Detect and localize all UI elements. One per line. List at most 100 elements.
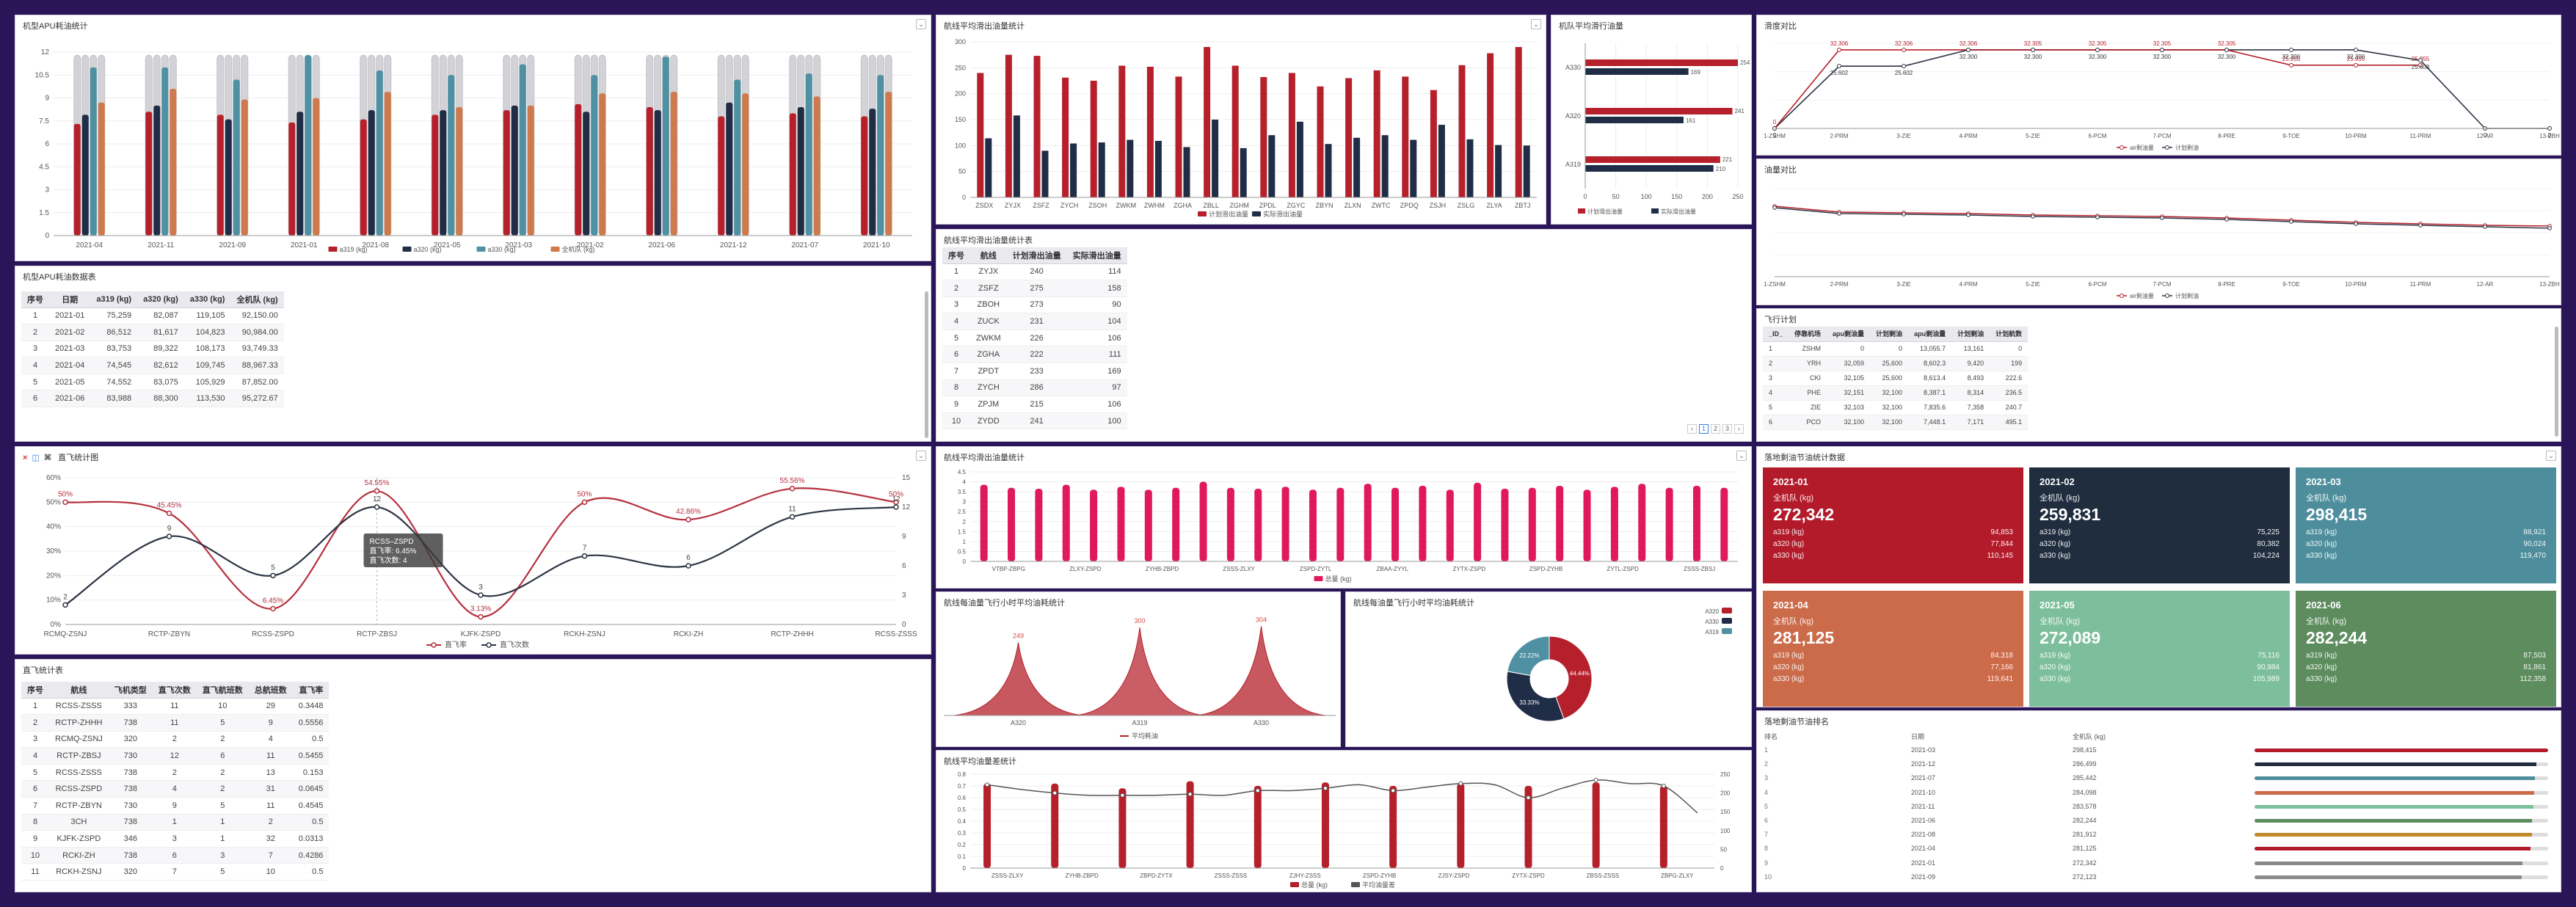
table-row[interactable]: 5 ZIE 32,103 32,100 7,835.6 7,358 240.7 xyxy=(1763,400,2029,415)
column-header[interactable]: apu剩油量 xyxy=(1827,327,1871,342)
table-row[interactable]: 8 ZYCH 286 97 xyxy=(942,379,1127,397)
column-header[interactable]: 序号 xyxy=(942,247,970,264)
panel-menu-button[interactable]: ⌄ xyxy=(916,19,926,29)
column-header[interactable]: 日期 xyxy=(49,291,91,308)
table-row[interactable]: 2 ZSFZ 275 158 xyxy=(942,280,1127,297)
column-header[interactable]: 航线 xyxy=(970,247,1007,264)
column-header[interactable]: 计划剩油 xyxy=(1951,327,1990,342)
rank-number: 10 xyxy=(1764,873,1772,881)
table-row[interactable]: 4 PHE 32,151 32,100 8,387.1 8,314 236.5 xyxy=(1763,385,2029,401)
stat-card[interactable]: 2021-01 全机队 (kg) 272,342 a319 (kg) 94,853 a32… xyxy=(1763,467,2023,583)
table-row[interactable]: 3 CKI 32,105 25,600 8,613.4 8,493 222.6 xyxy=(1763,371,2029,386)
table-row[interactable]: 5 ZWKM 226 106 xyxy=(942,329,1127,347)
stat-card[interactable]: 2021-06 全机队 (kg) 282,244 a319 (kg) 87,503 a32… xyxy=(2296,591,2556,707)
table-scrollbar[interactable] xyxy=(2555,327,2558,437)
column-header[interactable]: 总航班数 xyxy=(248,682,293,699)
table-cell: ZYDD xyxy=(970,412,1007,430)
legend-label: 实际滑出油量 xyxy=(1263,210,1303,218)
table-row[interactable]: 5 2021-05 74,552 83,075 105,929 87,852.00 xyxy=(21,374,284,391)
table-row[interactable]: 2 YRH 32,059 25,600 8,602.3 9,420 199 xyxy=(1763,356,2029,371)
table-row[interactable]: 7 RCTP-ZBYN 730 9 5 11 0.4545 xyxy=(21,797,330,815)
table-row[interactable]: 10 ZYDD 241 100 xyxy=(942,412,1127,430)
table-row[interactable]: 1 ZSHM 0 0 13,055.7 13,161 0 xyxy=(1763,341,2029,357)
table-row[interactable]: 4 RCTP-ZBSJ 730 12 6 11 0.5455 xyxy=(21,747,330,765)
column-header[interactable]: 停靠机场 xyxy=(1789,327,1827,342)
table-row[interactable]: 2 2021-02 86,512 81,617 104,823 90,984.00 xyxy=(21,324,284,341)
column-header[interactable]: 序号 xyxy=(21,291,49,308)
column-header[interactable]: a330 (kg) xyxy=(183,291,231,308)
value-label: 25.955 xyxy=(2347,56,2365,62)
table-row[interactable]: 8 3CH 738 1 1 2 0.5 xyxy=(21,814,330,831)
bar-1 xyxy=(583,112,590,236)
column-header[interactable]: 实际滑出油量 xyxy=(1066,247,1127,264)
table-row[interactable]: 9 KJFK-ZSPD 346 3 1 32 0.0313 xyxy=(21,830,330,848)
panel-menu-button[interactable]: ⌄ xyxy=(1736,451,1747,461)
column-header[interactable]: 直飞率 xyxy=(292,682,330,699)
table-row[interactable]: 9 ZPJM 215 106 xyxy=(942,396,1127,413)
series-line xyxy=(986,779,1698,814)
toolbar-icon[interactable]: × xyxy=(23,454,28,462)
table-row[interactable]: 1 RCSS-ZSSS 333 11 10 29 0.3448 xyxy=(21,698,330,715)
stat-card[interactable]: 2021-03 全机队 (kg) 298,415 a319 (kg) 88,921 a32… xyxy=(2296,467,2556,583)
x-tick-label: 7-PCM xyxy=(2153,281,2172,288)
panel-menu-button[interactable]: ⌄ xyxy=(1531,19,1541,29)
page-button[interactable]: 2 xyxy=(1711,424,1720,434)
table-row[interactable]: 7 ZPDT 233 169 xyxy=(942,363,1127,380)
table-row[interactable]: 1 ZYJX 240 114 xyxy=(942,263,1127,281)
toolbar-icon[interactable]: ⌘ xyxy=(43,454,52,462)
column-header[interactable]: 直飞次数 xyxy=(152,682,197,699)
table-row[interactable]: 6 2021-06 83,988 88,300 113,530 95,272.67 xyxy=(21,390,284,408)
column-header[interactable]: 直飞航班数 xyxy=(196,682,249,699)
column-header[interactable]: apu剩油量 xyxy=(1908,327,1952,342)
x-tick-label: ZSDX xyxy=(975,202,993,209)
table-row[interactable]: 6 PCO 32,100 32,100 7,448.1 7,171 495.1 xyxy=(1763,415,2029,430)
page-button[interactable]: 1 xyxy=(1699,424,1709,434)
table-row[interactable]: 4 2021-04 74,545 82,612 109,745 88,967.33 xyxy=(21,357,284,374)
table-cell: 0.4545 xyxy=(292,797,330,815)
column-header[interactable]: 航线 xyxy=(49,682,109,699)
peak-label: 249 xyxy=(1013,632,1024,639)
rank-header: 排名 xyxy=(1764,733,1778,740)
page-button[interactable]: 3 xyxy=(1722,424,1732,434)
column-header[interactable]: 计划滑出油量 xyxy=(1006,247,1067,264)
toolbar-icon[interactable]: ◫ xyxy=(32,454,40,462)
table-row[interactable]: 11 RCKH-ZSNJ 320 7 5 10 0.5 xyxy=(21,863,330,881)
table-cell: 6 xyxy=(942,346,970,364)
bar-2 xyxy=(734,79,741,236)
table-row[interactable]: 6 RCSS-ZSPD 738 4 2 31 0.0645 xyxy=(21,780,330,798)
table-row[interactable]: 2 RCTP-ZHHH 738 11 5 9 0.5556 xyxy=(21,714,330,732)
table-scrollbar[interactable] xyxy=(925,291,928,438)
stat-card[interactable]: 2021-04 全机队 (kg) 281,125 a319 (kg) 84,318 a32… xyxy=(1763,591,2023,707)
column-header[interactable]: 全机队 (kg) xyxy=(230,291,284,308)
column-header[interactable]: _ID_ xyxy=(1763,327,1789,342)
panel-menu-button[interactable]: ⌄ xyxy=(2546,451,2556,461)
table-row[interactable]: 1 2021-01 75,259 82,087 119,105 92,150.00 xyxy=(21,307,284,325)
column-header[interactable]: a319 (kg) xyxy=(90,291,138,308)
table-row[interactable]: 3 ZBOH 273 90 xyxy=(942,296,1127,314)
page-button[interactable]: ‹ xyxy=(1687,424,1697,434)
table-row[interactable]: 3 RCMQ-ZSNJ 320 2 2 4 0.5 xyxy=(21,731,330,748)
column-header[interactable]: a320 (kg) xyxy=(137,291,184,308)
table-cell: 1 xyxy=(21,698,49,715)
column-header[interactable]: 计划剩油 xyxy=(1870,327,1909,342)
stat-card[interactable]: 2021-05 全机队 (kg) 272,089 a319 (kg) 75,116 a32… xyxy=(2029,591,2290,707)
table-row[interactable]: 5 RCSS-ZSSS 738 2 2 13 0.153 xyxy=(21,764,330,782)
page-button[interactable]: › xyxy=(1734,424,1744,434)
table-row[interactable]: 3 2021-03 83,753 89,322 108,173 93,749.33 xyxy=(21,340,284,358)
column-header[interactable]: 序号 xyxy=(21,682,49,699)
count-point xyxy=(581,553,588,559)
plan-bar xyxy=(1585,156,1720,163)
table-row[interactable]: 10 RCKI-ZH 738 6 3 7 0.4286 xyxy=(21,847,330,864)
rate-label: 55.56% xyxy=(780,477,805,485)
y-tick-label: 150 xyxy=(955,116,966,123)
bar-3 xyxy=(813,96,821,236)
table-cell: 0 xyxy=(1827,341,1871,357)
card-row: a320 (kg) 90,984 xyxy=(2040,663,2280,671)
column-header[interactable]: 飞机类型 xyxy=(108,682,153,699)
table-row[interactable]: 6 ZGHA 222 111 xyxy=(942,346,1127,364)
column-header[interactable]: 计划航数 xyxy=(1990,327,2029,342)
table-row[interactable]: 4 ZUCK 231 104 xyxy=(942,313,1127,330)
panel-menu-button[interactable]: ⌄ xyxy=(916,451,926,461)
table-cell: 113,530 xyxy=(183,390,231,408)
stat-card[interactable]: 2021-02 全机队 (kg) 259,831 a319 (kg) 75,225 a32… xyxy=(2029,467,2290,583)
